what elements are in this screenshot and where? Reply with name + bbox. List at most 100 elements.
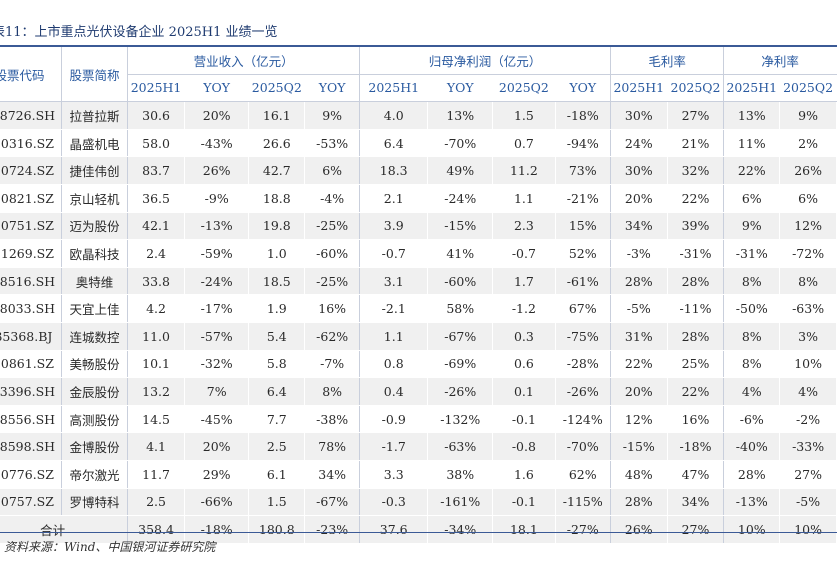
total-value-cell: -34%	[427, 515, 494, 544]
value-cell: -7%	[304, 350, 361, 379]
value-cell: -15%	[610, 432, 668, 461]
value-cell: 22%	[667, 377, 725, 406]
value-cell: -63%	[427, 432, 494, 461]
value-cell: 28%	[667, 322, 725, 351]
stock-name-cell: 拉普拉斯	[61, 101, 129, 130]
performance-table: 股票代码 股票简称 营业收入（亿元） 归母净利润（亿元） 毛利率 净利率 202…	[0, 47, 837, 544]
value-cell: 30%	[610, 156, 668, 185]
value-cell: 11.7	[127, 460, 185, 489]
value-cell: 4%	[723, 377, 781, 406]
subheader-cell: 2025Q2	[779, 74, 837, 103]
value-cell: 8%	[779, 267, 837, 296]
value-cell: -11%	[667, 294, 725, 323]
stock-code-cell: 688033.SH	[0, 294, 62, 323]
value-cell: 18.5	[248, 267, 306, 296]
value-cell: -53%	[304, 129, 361, 158]
value-cell: 34%	[610, 212, 668, 241]
table-row: 300751.SZ迈为股份42.1-13%19.8-25%3.9-15%2.31…	[0, 212, 837, 241]
table-row: 300776.SZ帝尔激光11.729%6.134%3.338%1.662%48…	[0, 460, 837, 489]
value-cell: 29%	[184, 460, 250, 489]
value-cell: 4.0	[359, 101, 429, 130]
value-cell: -0.1	[492, 405, 556, 434]
header-stock-name: 股票简称	[61, 47, 129, 103]
value-cell: 27%	[667, 101, 725, 130]
value-cell: -31%	[723, 239, 781, 268]
value-cell: 0.4	[359, 377, 429, 406]
stock-name-cell: 天宜上佳	[61, 294, 129, 323]
value-cell: -25%	[304, 212, 361, 241]
stock-code-cell: 300776.SZ	[0, 460, 62, 489]
subheader-cell: YOY	[304, 74, 361, 103]
stock-name-cell: 美畅股份	[61, 350, 129, 379]
value-cell: 6.1	[248, 460, 306, 489]
value-cell: 27%	[779, 460, 837, 489]
value-cell: 13%	[723, 101, 781, 130]
value-cell: 8%	[723, 322, 781, 351]
value-cell: 34%	[304, 460, 361, 489]
stock-name-cell: 迈为股份	[61, 212, 129, 241]
table-row: 300316.SZ晶盛机电58.0-43%26.6-53%6.4-70%0.7-…	[0, 129, 837, 158]
stock-name-cell: 京山轻机	[61, 184, 129, 213]
subheader-cell: 2025H1	[359, 74, 429, 103]
value-cell: 20%	[610, 184, 668, 213]
table-row: 688516.SH奥特维33.8-24%18.5-25%3.1-60%1.7-6…	[0, 267, 837, 296]
header-revenue: 营业收入（亿元）	[127, 47, 361, 75]
value-cell: 10%	[779, 350, 837, 379]
value-cell: -60%	[427, 267, 494, 296]
value-cell: 0.6	[492, 350, 556, 379]
table-row: 300861.SZ美畅股份10.1-32%5.8-7%0.8-69%0.6-28…	[0, 350, 837, 379]
value-cell: 11.2	[492, 156, 556, 185]
value-cell: -2.1	[359, 294, 429, 323]
stock-code-cell: 000821.SZ	[0, 184, 62, 213]
table-row: 688726.SH拉普拉斯30.620%16.19%4.013%1.5-18%3…	[0, 101, 837, 130]
value-cell: 1.0	[248, 239, 306, 268]
value-cell: 22%	[723, 156, 781, 185]
table-container: 股票代码 股票简称 营业收入（亿元） 归母净利润（亿元） 毛利率 净利率 202…	[0, 47, 837, 544]
total-value-cell: 26%	[610, 515, 668, 544]
table-row: 300724.SZ捷佳伟创83.726%42.76%18.349%11.273%…	[0, 156, 837, 185]
value-cell: -124%	[555, 405, 611, 434]
stock-name-cell: 捷佳伟创	[61, 156, 129, 185]
total-value-cell: -18%	[184, 515, 250, 544]
stock-name-cell: 金博股份	[61, 432, 129, 461]
value-cell: 20%	[610, 377, 668, 406]
value-cell: 1.7	[492, 267, 556, 296]
value-cell: 19.8	[248, 212, 306, 241]
total-label: 合计	[0, 515, 129, 544]
value-cell: -0.1	[492, 488, 556, 517]
value-cell: -33%	[779, 432, 837, 461]
total-value-cell: 10%	[779, 515, 837, 544]
table-body: 688726.SH拉普拉斯30.620%16.19%4.013%1.5-18%3…	[0, 101, 837, 544]
stock-code-cell: 835368.BJ	[0, 322, 62, 351]
value-cell: -18%	[555, 101, 611, 130]
value-cell: 16%	[667, 405, 725, 434]
total-value-cell: 27%	[667, 515, 725, 544]
value-cell: -67%	[427, 322, 494, 351]
value-cell: 6%	[779, 184, 837, 213]
stock-code-cell: 300757.SZ	[0, 488, 62, 517]
value-cell: -24%	[184, 267, 250, 296]
value-cell: 3.3	[359, 460, 429, 489]
value-cell: -115%	[555, 488, 611, 517]
value-cell: -13%	[184, 212, 250, 241]
subheader-cell: 2025Q2	[667, 74, 725, 103]
subheader-cell: 2025H1	[610, 74, 668, 103]
value-cell: 1.5	[248, 488, 306, 517]
value-cell: 9%	[723, 212, 781, 241]
value-cell: 26.6	[248, 129, 306, 158]
value-cell: 1.1	[492, 184, 556, 213]
value-cell: 26%	[184, 156, 250, 185]
value-cell: 22%	[610, 350, 668, 379]
table-caption: 表11：上市重点光伏设备企业 2025H1 业绩一览	[0, 25, 278, 40]
header-net-profit: 归母净利润（亿元）	[359, 47, 611, 75]
value-cell: 0.1	[492, 377, 556, 406]
total-value-cell: 18.1	[492, 515, 556, 544]
value-cell: -13%	[723, 488, 781, 517]
table-row: 688598.SH金博股份4.120%2.578%-1.7-63%-0.8-70…	[0, 432, 837, 461]
subheader-cell: YOY	[427, 74, 494, 103]
value-cell: -132%	[427, 405, 494, 434]
table-row: 000821.SZ京山轻机36.5-9%18.8-4%2.1-24%1.1-21…	[0, 184, 837, 213]
total-value-cell: 37.6	[359, 515, 429, 544]
stock-name-cell: 金辰股份	[61, 377, 129, 406]
stock-name-cell: 晶盛机电	[61, 129, 129, 158]
